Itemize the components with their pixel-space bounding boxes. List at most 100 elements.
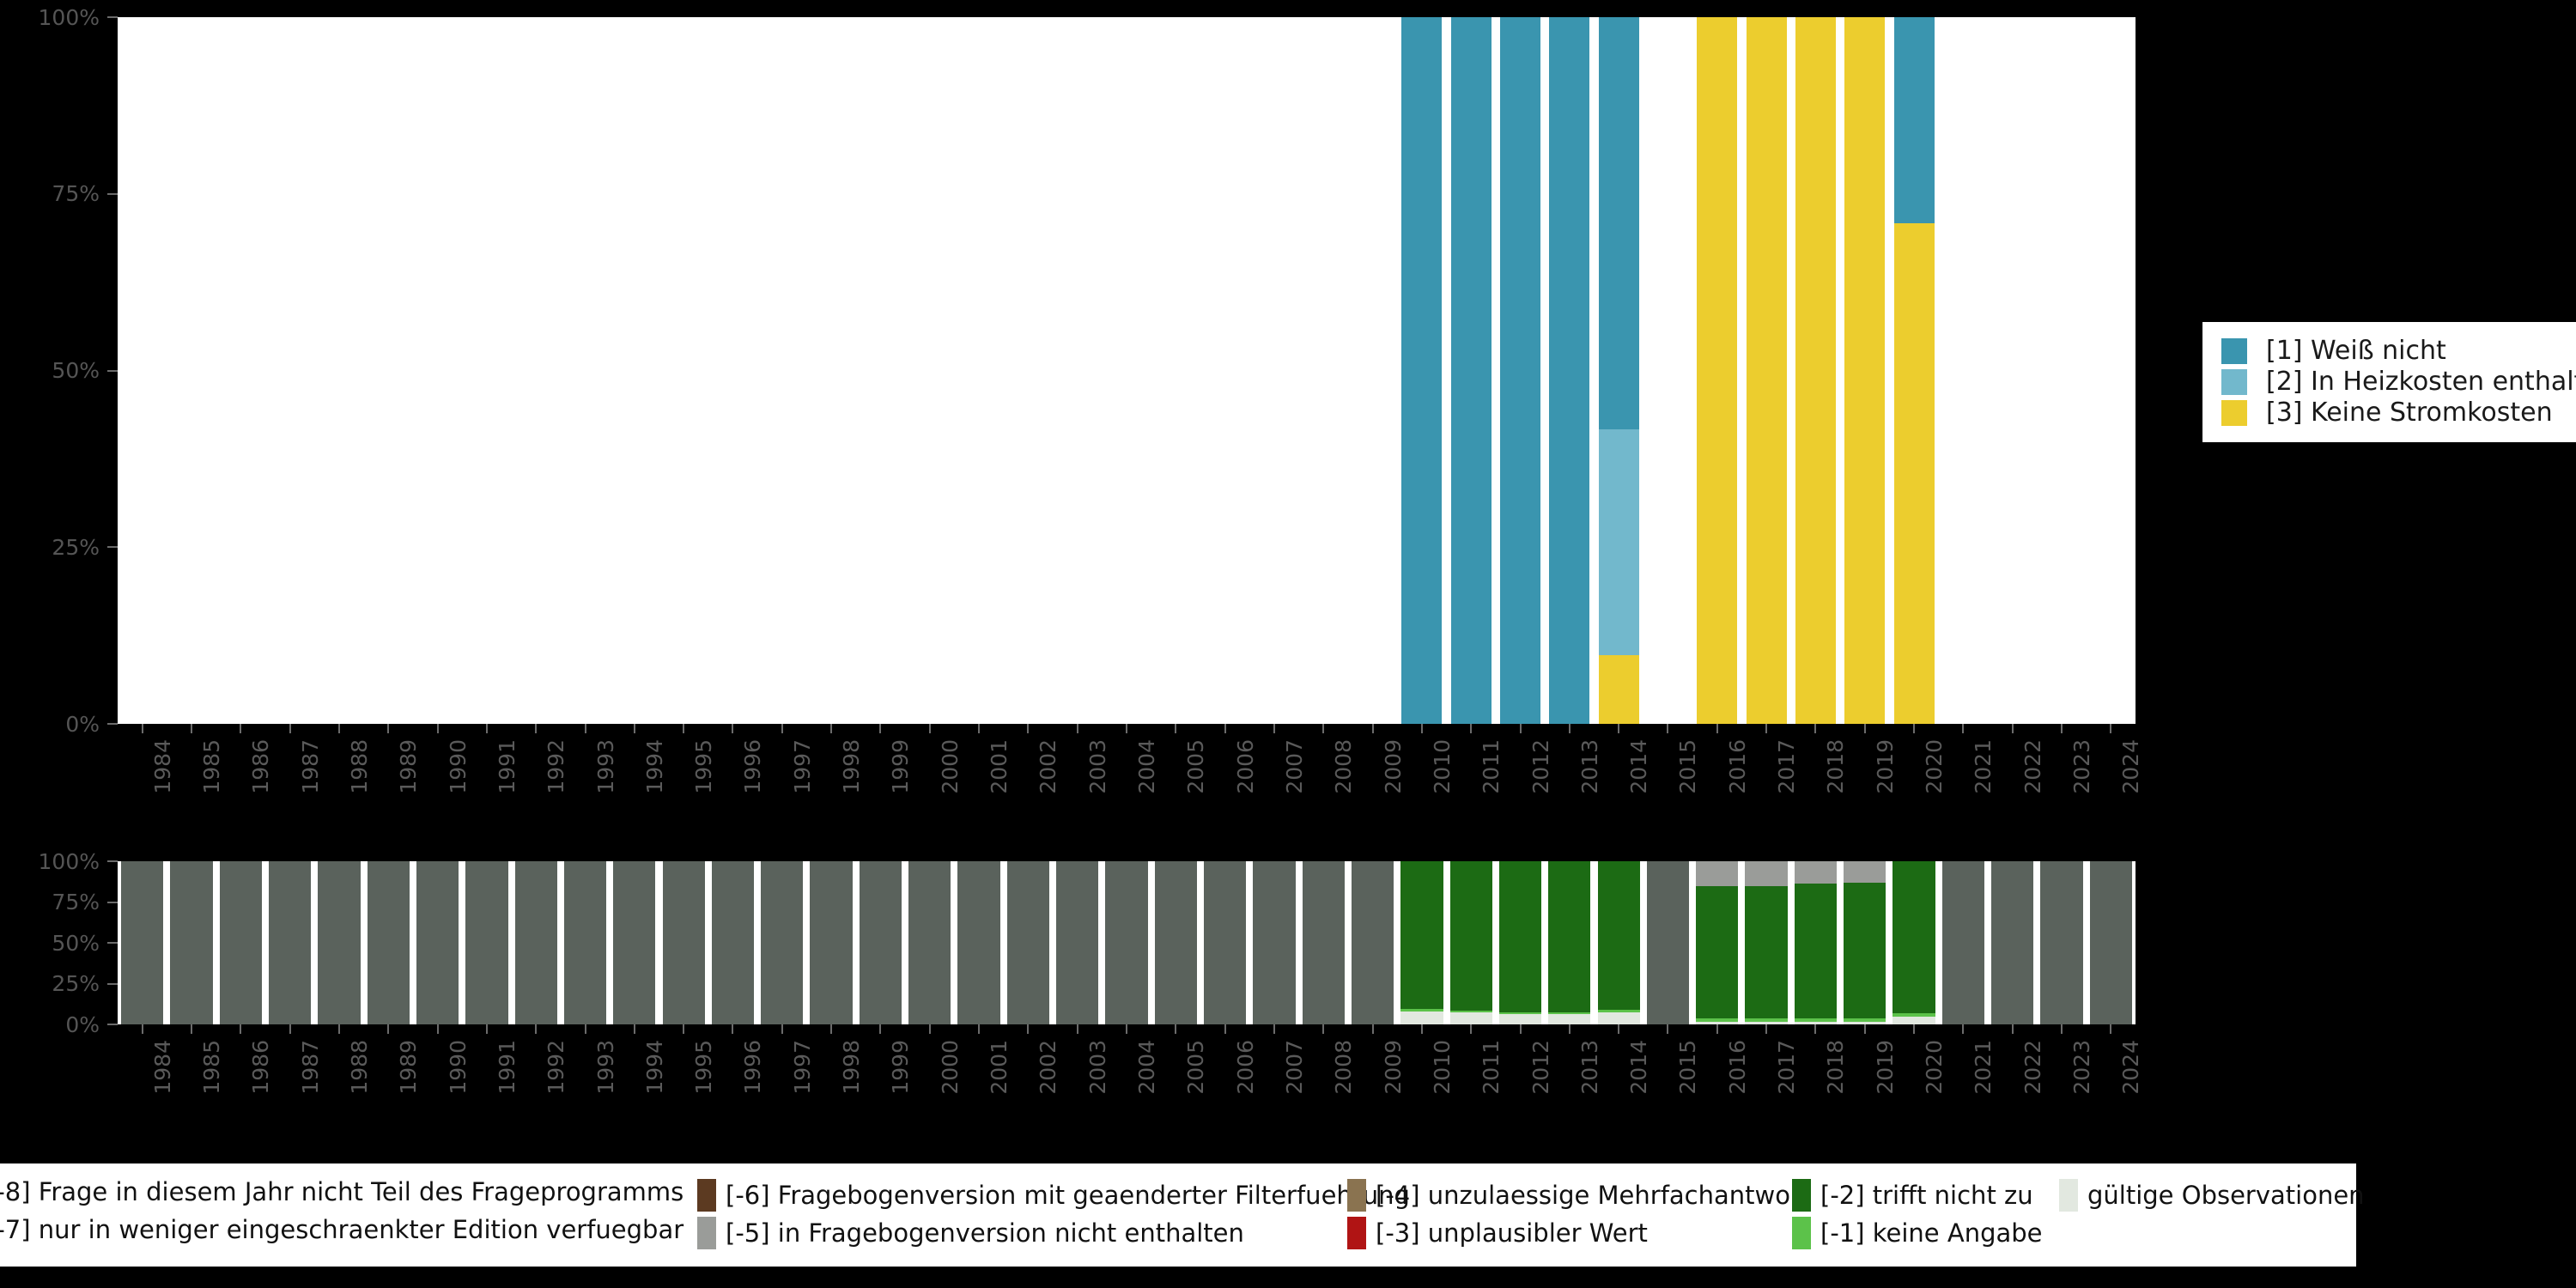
- value-legend-label: [3] Keine Stromkosten: [2266, 398, 2553, 428]
- validity-bar-segment: [1794, 1022, 1838, 1024]
- validity-x-tick-mark: [141, 1024, 143, 1034]
- validity-chart-panel: [118, 861, 2136, 1024]
- validity-x-tick-mark: [2110, 1024, 2112, 1034]
- main-bar-2018: [1795, 17, 1836, 724]
- value-legend-item[interactable]: [3] Keine Stromkosten: [2221, 398, 2576, 428]
- validity-x-tick-label: 2019: [1872, 1040, 1898, 1095]
- main-x-tick-mark: [732, 724, 734, 733]
- main-x-tick-label: 1998: [839, 739, 865, 794]
- validity-bar-segment: [1498, 1012, 1542, 1014]
- validity-x-tick-mark: [289, 1024, 291, 1034]
- main-x-tick-mark: [2110, 724, 2112, 733]
- validity-x-tick-label: 2020: [1922, 1040, 1947, 1095]
- missing-legend-item[interactable]: [-5] in Fragebogenversion nicht enthalte…: [697, 1217, 1244, 1249]
- validity-bar-segment: [1302, 861, 1345, 1024]
- missing-legend-item[interactable]: gültige Observationen: [2059, 1179, 2365, 1212]
- validity-bar-2009: [1351, 861, 1394, 1024]
- missing-legend-item[interactable]: [-1] keine Angabe: [1792, 1217, 2043, 1249]
- missing-legend-label: [-8] Frage in diesem Jahr nicht Teil des…: [0, 1177, 684, 1206]
- validity-x-tick-label: 2004: [1134, 1040, 1159, 1095]
- missing-legend-item[interactable]: [-4] unzulaessige Mehrfachantwort: [1347, 1179, 1810, 1212]
- main-x-tick-mark: [1322, 724, 1325, 733]
- validity-x-tick-mark: [1667, 1024, 1669, 1034]
- main-x-tick-label: 2000: [937, 739, 963, 794]
- main-x-tick-mark: [683, 724, 685, 733]
- validity-x-tick-mark: [1322, 1024, 1325, 1034]
- validity-x-tick-label: 1987: [297, 1040, 323, 1095]
- validity-bar-2022: [1991, 861, 2034, 1024]
- validity-x-tick-label: 1992: [544, 1040, 569, 1095]
- main-x-tick-label: 2002: [1036, 739, 1061, 794]
- main-x-tick-label: 1984: [149, 739, 175, 794]
- validity-bar-1996: [711, 861, 755, 1024]
- main-x-tick-label: 1990: [445, 739, 471, 794]
- validity-x-tick-mark: [1814, 1024, 1817, 1034]
- missing-legend-item[interactable]: [-2] trifft nicht zu: [1792, 1179, 2033, 1212]
- validity-bar-2024: [2089, 861, 2132, 1024]
- validity-bar-segment: [1794, 1018, 1838, 1023]
- validity-bar-2002: [1006, 861, 1049, 1024]
- missing-legend-item[interactable]: [-3] unplausibler Wert: [1347, 1217, 1648, 1249]
- validity-bar-segment: [1548, 1012, 1591, 1014]
- validity-x-tick-label: 1985: [198, 1040, 224, 1095]
- main-x-tick-mark: [1420, 724, 1423, 733]
- validity-bar-segment: [1941, 861, 1985, 1024]
- validity-x-tick-label: 1997: [789, 1040, 815, 1095]
- validity-x-tick-label: 1994: [641, 1040, 667, 1095]
- missing-legend-swatch: [1347, 1217, 1366, 1249]
- validity-y-tick-mark: [107, 901, 118, 903]
- validity-y-tick-label: 100%: [38, 848, 100, 874]
- validity-bar-segment: [1400, 1008, 1443, 1012]
- validity-y-tick-label: 50%: [52, 930, 100, 956]
- value-legend-item[interactable]: [2] In Heizkosten enthalten: [2221, 367, 2576, 398]
- missing-legend-item[interactable]: [-8] Frage in diesem Jahr nicht Teil des…: [0, 1179, 683, 1206]
- validity-x-tick-mark: [1126, 1024, 1127, 1034]
- validity-y-tick-mark: [107, 860, 118, 862]
- validity-x-tick-label: 1990: [445, 1040, 471, 1095]
- validity-bar-segment: [711, 861, 755, 1024]
- main-x-tick-mark: [1175, 724, 1177, 733]
- validity-bar-segment: [1548, 861, 1591, 1012]
- main-bar-segment: [1598, 428, 1639, 656]
- main-x-tick-mark: [1716, 724, 1718, 733]
- validity-x-tick-mark: [1273, 1024, 1275, 1034]
- main-x-tick-label: 2018: [1823, 739, 1849, 794]
- validity-x-tick-mark: [1716, 1024, 1718, 1034]
- validity-bar-segment: [1844, 861, 1886, 883]
- validity-bar-segment: [1696, 861, 1739, 886]
- validity-x-tick-label: 2014: [1626, 1040, 1652, 1095]
- main-x-axis: 1984 1985 1986 1987 1988 1989 1990 1991 1992 1993…: [118, 724, 2143, 853]
- validity-bar-2012: [1498, 861, 1542, 1024]
- validity-x-tick-mark: [535, 1024, 538, 1034]
- validity-x-tick-mark: [732, 1024, 734, 1034]
- main-x-tick-label: 1986: [248, 739, 274, 794]
- main-x-tick-label: 1995: [691, 739, 717, 794]
- missing-legend-label: [-5] in Fragebogenversion nicht enthalte…: [726, 1218, 1244, 1248]
- main-bar-2017: [1746, 17, 1787, 724]
- validity-y-tick-mark: [107, 1024, 118, 1025]
- validity-bar-1999: [859, 861, 902, 1024]
- main-y-tick-mark: [107, 723, 118, 725]
- validity-x-tick-mark: [1765, 1024, 1768, 1034]
- main-x-tick-label: 2021: [1971, 739, 1996, 794]
- validity-x-tick-label: 2016: [1724, 1040, 1750, 1095]
- main-x-tick-label: 2008: [1331, 739, 1357, 794]
- validity-bar-2007: [1253, 861, 1296, 1024]
- validity-bar-2021: [1941, 861, 1985, 1024]
- main-bar-segment: [1893, 17, 1935, 224]
- value-legend-item[interactable]: [1] Weiß nicht: [2221, 336, 2576, 367]
- validity-y-tick-mark: [107, 982, 118, 985]
- validity-bar-segment: [268, 861, 312, 1024]
- missing-legend-item[interactable]: [-7] nur in weniger eingeschraenkter Edi…: [0, 1217, 683, 1243]
- value-legend-swatch: [2221, 400, 2247, 426]
- main-x-tick-label: 1996: [740, 739, 766, 794]
- main-bar-segment: [1401, 17, 1443, 724]
- validity-bar-2017: [1745, 861, 1788, 1024]
- validity-bar-segment: [416, 861, 459, 1024]
- value-legend: [1] Weiß nicht[2] In Heizkosten enthalte…: [2202, 322, 2576, 442]
- missing-legend-swatch: [1792, 1217, 1811, 1249]
- missing-legend-item[interactable]: [-6] Fragebogenversion mit geaenderter F…: [697, 1179, 1410, 1212]
- validity-x-tick-mark: [1175, 1024, 1177, 1034]
- validity-bar-segment: [1696, 885, 1739, 1019]
- missing-legend-label: gültige Observationen: [2087, 1180, 2365, 1210]
